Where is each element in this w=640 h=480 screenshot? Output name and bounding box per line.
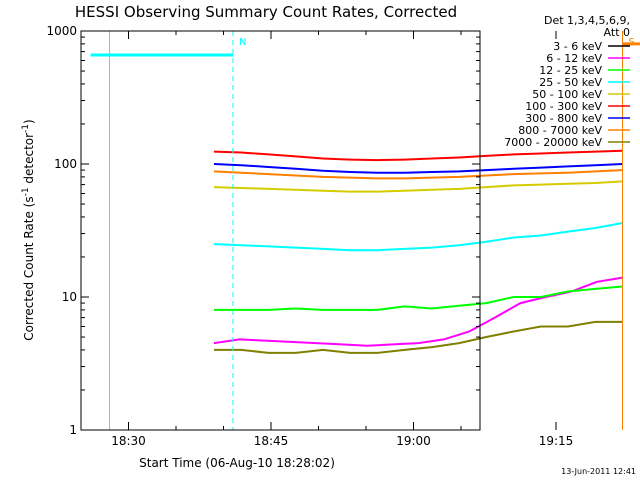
legend-label: 3 - 6 keV	[553, 40, 602, 53]
x-tick-label: 19:15	[539, 434, 574, 448]
x-tick-label: 18:30	[111, 434, 146, 448]
legend-header: Att 0	[604, 26, 630, 39]
series-line-4	[213, 180, 623, 193]
legend-label: 6 - 12 keV	[546, 52, 602, 65]
legend-label: 7000 - 20000 keV	[504, 136, 602, 149]
y-tick-label: 100	[54, 157, 77, 171]
series-line-8	[214, 320, 623, 354]
x-tick-label: 19:00	[396, 434, 431, 448]
legend-label: 800 - 7000 keV	[518, 124, 602, 137]
x-axis-label: Start Time (06-Aug-10 18:28:02)	[139, 456, 335, 470]
marker-label: S	[629, 37, 635, 48]
y-axis-label: Corrected Count Rate (s-1 detector-1)	[21, 119, 36, 340]
y-tick-label: 10	[62, 290, 77, 304]
legend-label: 50 - 100 keV	[532, 88, 602, 101]
legend-label: 25 - 50 keV	[539, 76, 602, 89]
series-line-1	[213, 276, 623, 347]
legend-label: 300 - 800 keV	[525, 112, 602, 125]
chart-title: HESSI Observing Summary Count Rates, Cor…	[75, 3, 457, 21]
series-line-3	[213, 222, 623, 252]
legend-header: Det 1,3,4,5,6,9,	[544, 14, 630, 27]
series-line-7	[213, 169, 623, 180]
x-tick-label: 18:45	[254, 434, 289, 448]
legend-label: 100 - 300 keV	[525, 100, 602, 113]
plot-frame	[80, 30, 481, 431]
series-line-6	[213, 163, 623, 174]
legend-label: 12 - 25 keV	[539, 64, 602, 77]
footer-date: 13-Jun-2011 12:41	[561, 467, 636, 476]
y-axis: 1 10 100 1000	[46, 24, 480, 437]
y-tick-label: 1	[69, 423, 77, 437]
series-line-2	[214, 285, 623, 311]
series-layer	[213, 149, 623, 354]
y-tick-label: 1000	[46, 24, 77, 38]
series-line-5	[213, 149, 623, 162]
marker-label: N	[239, 37, 246, 48]
